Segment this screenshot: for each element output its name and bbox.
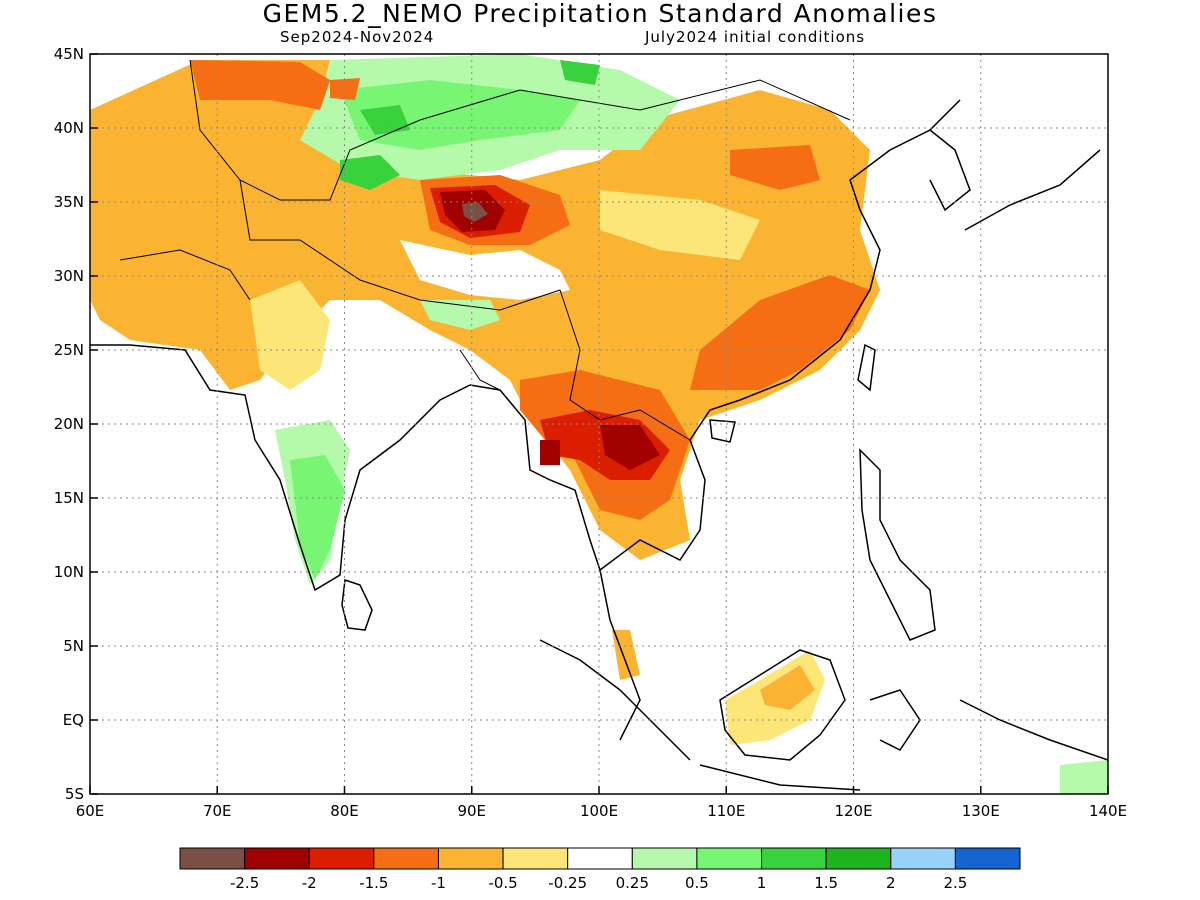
lon-tick-label: 130E (962, 802, 1000, 820)
forecast-period: Sep2024-Nov2024 (280, 28, 435, 46)
colorbar-tick-label: 1.5 (814, 874, 838, 892)
coast-taiwan (857, 343, 876, 392)
india-wet-medium (290, 455, 345, 580)
colorbar-swatch (308, 847, 375, 870)
gridlines (90, 54, 1108, 794)
coast-borneo (719, 649, 846, 761)
coast-korea-japan (929, 129, 1101, 231)
colorbar-swatch (437, 847, 504, 870)
coast-sri-lanka (341, 578, 373, 631)
colorbar-swatch (567, 847, 633, 870)
map-title: GEM5.2_NEMO Precipitation Standard Anoma… (262, 0, 938, 28)
borders (119, 59, 851, 441)
lon-tick-label: 90E (457, 802, 486, 820)
lon-tick-label: 70E (203, 802, 232, 820)
colorbar-tick-label: 0.5 (685, 874, 709, 892)
colorbar (179, 847, 1021, 870)
colorbar-swatch (954, 847, 1021, 870)
indochina-strong-dry (540, 425, 660, 470)
colorbar-swatch (825, 847, 892, 870)
lat-tick-label: 15N (54, 489, 84, 507)
colorbar-tick-label: -1.5 (359, 874, 388, 892)
lat-tick-label: 45N (54, 45, 84, 63)
borneo-dry-orange (760, 665, 815, 710)
region-north-china-weak-dry (600, 190, 760, 260)
lon-axis: 60E 70E 80E 90E 100E 110E 120E 130E 140E (76, 786, 1127, 820)
lat-tick-label: EQ (63, 711, 84, 729)
colorbar-swatch (179, 847, 246, 870)
lat-tick-label: 35N (54, 193, 84, 211)
mongolia-wet-strong (340, 60, 600, 190)
tibet-dry-core (462, 202, 488, 222)
colorbar-swatch (761, 847, 827, 870)
pacific-wet (1060, 760, 1108, 794)
colorbar-swatch (890, 847, 956, 870)
lat-tick-label: 30N (54, 267, 84, 285)
lat-tick-label: 40N (54, 119, 84, 137)
colorbar-tick-label: 1 (757, 874, 767, 892)
coast-sumatra-java (539, 639, 861, 791)
lon-tick-label: 120E (834, 802, 872, 820)
lon-tick-label: 110E (707, 802, 745, 820)
mongolia-wet-medium (340, 80, 580, 150)
colorbar-swatch (244, 847, 310, 870)
lon-tick-label: 60E (76, 802, 105, 820)
colorbar-swatch (502, 847, 569, 870)
north-china-dry (730, 145, 820, 190)
lat-tick-label: 10N (54, 563, 84, 581)
colorbar-tick-label: 0.25 (616, 874, 649, 892)
lat-tick-label: 5N (63, 637, 84, 655)
colorbar-swatch (696, 847, 763, 870)
lat-tick-label: 20N (54, 415, 84, 433)
colorbar-swatch (631, 847, 698, 870)
region-tibet-neutral (400, 240, 570, 300)
coast-indochina-east (599, 99, 961, 571)
lat-axis: 45N 40N 35N 30N 25N 20N 15N 10N 5N EQ 5S (54, 45, 98, 803)
lat-tick-label: 25N (54, 341, 84, 359)
colorbar-tick-label: -2 (302, 874, 317, 892)
colorbar-tick-label: -2.5 (230, 874, 259, 892)
central-asia-dry (190, 60, 360, 110)
lon-tick-label: 140E (1089, 802, 1127, 820)
lat-tick-label: 5S (65, 785, 84, 803)
coast-south-asia (90, 344, 641, 741)
coast-philippines (859, 448, 936, 641)
lon-tick-label: 100E (580, 802, 618, 820)
south-china-dry (690, 275, 870, 390)
lon-tick-label: 80E (330, 802, 359, 820)
colorbar-tick-label: -1 (431, 874, 446, 892)
coastlines (90, 99, 1108, 791)
initial-conditions: July2024 initial conditions (645, 28, 866, 46)
colorbar-tick-label: 2 (886, 874, 896, 892)
anomaly-shading (90, 54, 1108, 794)
colorbar-tick-label: -0.25 (548, 874, 587, 892)
colorbar-swatch (373, 847, 439, 870)
colorbar-tick-label: 2.5 (943, 874, 967, 892)
colorbar-tick-label: -0.5 (488, 874, 517, 892)
region-india-weak-dry (250, 280, 330, 390)
colorbar-labels: -2.5 -2 -1.5 -1 -0.5 -0.25 0.25 0.5 1 1.5 2 2.5 (230, 874, 967, 892)
border-lines (119, 59, 851, 441)
